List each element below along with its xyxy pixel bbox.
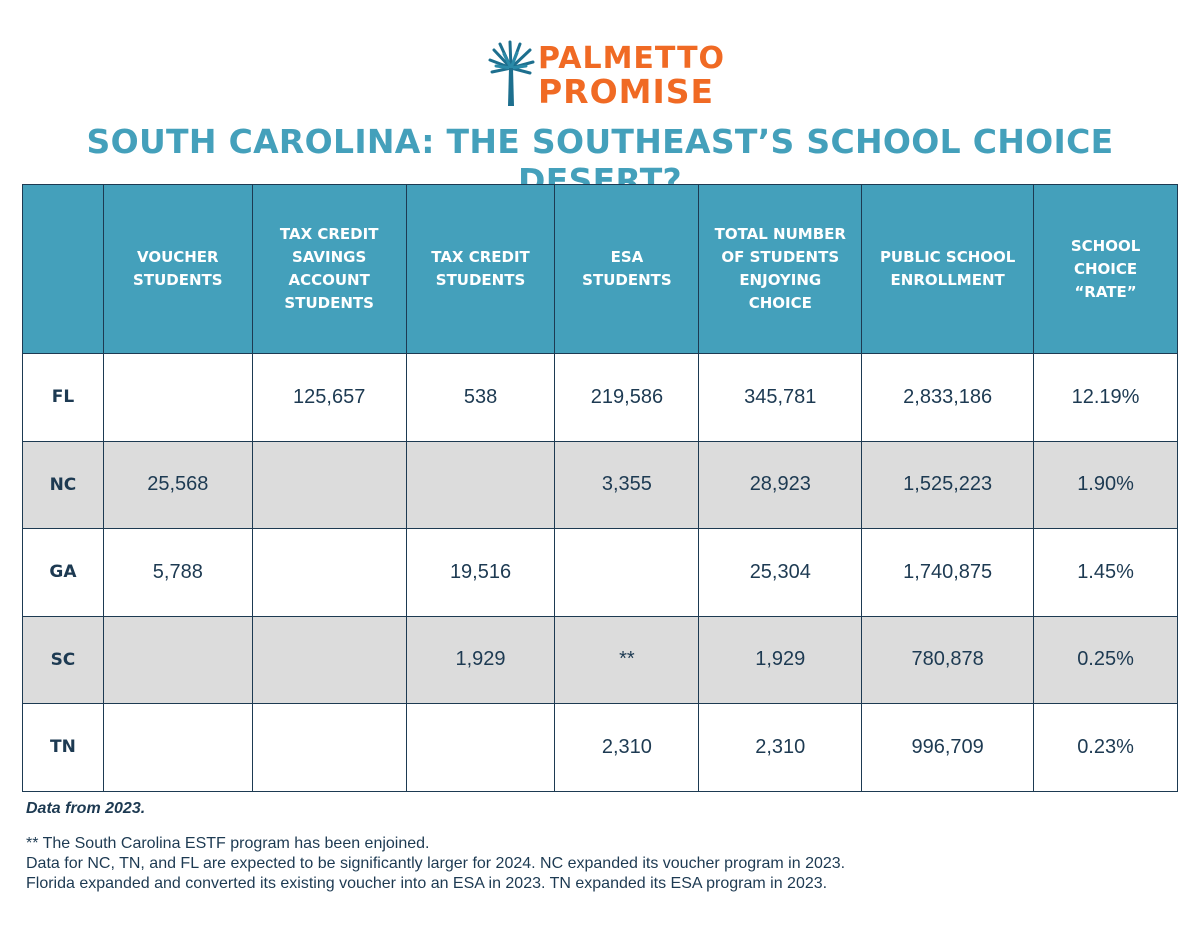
- header-tax-credit-students: TAX CREDIT STUDENTS: [405, 184, 556, 354]
- table-cell: 0.23%: [1033, 703, 1178, 792]
- table-cell: 12.19%: [1033, 353, 1178, 442]
- table-cell: 125,657: [251, 353, 407, 442]
- table-cell: 25,568: [102, 440, 253, 529]
- table-cell: 5,788: [102, 528, 253, 617]
- footnotes: ** The South Carolina ESTF program has b…: [26, 834, 845, 894]
- table-row: TN 2,310 2,310 996,709 0.23%: [22, 703, 1178, 792]
- table-cell: 1,929: [698, 615, 863, 704]
- table-row: FL 125,657 538 219,586 345,781 2,833,186…: [22, 353, 1178, 442]
- brand-name: PALMETTO PROMISE: [538, 41, 726, 111]
- table-cell: [251, 615, 407, 704]
- brand-name-line2: PROMISE: [538, 72, 715, 111]
- table-cell: **: [554, 615, 700, 704]
- table-cell: [102, 615, 253, 704]
- header-public-enrollment: PUBLIC SCHOOL ENROLLMENT: [861, 184, 1035, 354]
- table-cell: 780,878: [861, 615, 1035, 704]
- brand-logo: PALMETTO PROMISE: [486, 40, 726, 108]
- table-cell: [405, 703, 556, 792]
- header-total-choice-students: TOTAL NUMBER OF STUDENTS ENJOYING CHOICE: [698, 184, 863, 354]
- table-cell: 25,304: [698, 528, 863, 617]
- table-cell-state: NC: [22, 440, 104, 529]
- table-cell: 2,833,186: [861, 353, 1035, 442]
- table-cell: [251, 528, 407, 617]
- table-cell: 538: [405, 353, 556, 442]
- table-row: GA 5,788 19,516 25,304 1,740,875 1.45%: [22, 528, 1178, 617]
- header-state: [22, 184, 104, 354]
- footnote-line: Florida expanded and converted its exist…: [26, 875, 828, 892]
- table-cell: [251, 703, 407, 792]
- table-cell: 345,781: [698, 353, 863, 442]
- page-title: SOUTH CAROLINA: THE SOUTHEAST’S SCHOOL C…: [86, 122, 1114, 200]
- table-cell: [405, 440, 556, 529]
- table-header-row: VOUCHER STUDENTS TAX CREDIT SAVINGS ACCO…: [22, 184, 1178, 354]
- header-tax-credit-savings-account: TAX CREDIT SAVINGS ACCOUNT STUDENTS: [251, 184, 407, 354]
- table-row: NC 25,568 3,355 28,923 1,525,223 1.90%: [22, 440, 1178, 529]
- table-cell: 1,740,875: [861, 528, 1035, 617]
- footnote-line: Data for NC, TN, and FL are expected to …: [26, 855, 846, 872]
- table-cell: 219,586: [554, 353, 700, 442]
- table-cell-state: TN: [22, 703, 104, 792]
- footnote-line: ** The South Carolina ESTF program has b…: [26, 835, 430, 852]
- header-choice-rate: SCHOOL CHOICE “RATE”: [1033, 184, 1178, 354]
- school-choice-table: VOUCHER STUDENTS TAX CREDIT SAVINGS ACCO…: [22, 184, 1178, 792]
- table-cell: 3,355: [554, 440, 700, 529]
- table-cell: 0.25%: [1033, 615, 1178, 704]
- table-row: SC 1,929 ** 1,929 780,878 0.25%: [22, 615, 1178, 704]
- table-cell: [554, 528, 700, 617]
- table-cell: 2,310: [698, 703, 863, 792]
- header-esa-students: ESA STUDENTS: [554, 184, 700, 354]
- table-cell: 1,525,223: [861, 440, 1035, 529]
- table-cell: [102, 703, 253, 792]
- table-cell: 1.90%: [1033, 440, 1178, 529]
- palmetto-tree-icon: [488, 40, 535, 106]
- table-cell: 19,516: [405, 528, 556, 617]
- table-cell-state: SC: [22, 615, 104, 704]
- table-cell: 1,929: [405, 615, 556, 704]
- header-voucher-students: VOUCHER STUDENTS: [102, 184, 253, 354]
- brand-name-line1: PALMETTO: [538, 41, 726, 76]
- table-cell: 1.45%: [1033, 528, 1178, 617]
- table-cell-state: FL: [22, 353, 104, 442]
- table-cell-state: GA: [22, 528, 104, 617]
- table-cell: [102, 353, 253, 442]
- data-source-note: Data from 2023.: [26, 800, 146, 817]
- table-cell: [251, 440, 407, 529]
- table-cell: 28,923: [698, 440, 863, 529]
- table-cell: 2,310: [554, 703, 700, 792]
- table-cell: 996,709: [861, 703, 1035, 792]
